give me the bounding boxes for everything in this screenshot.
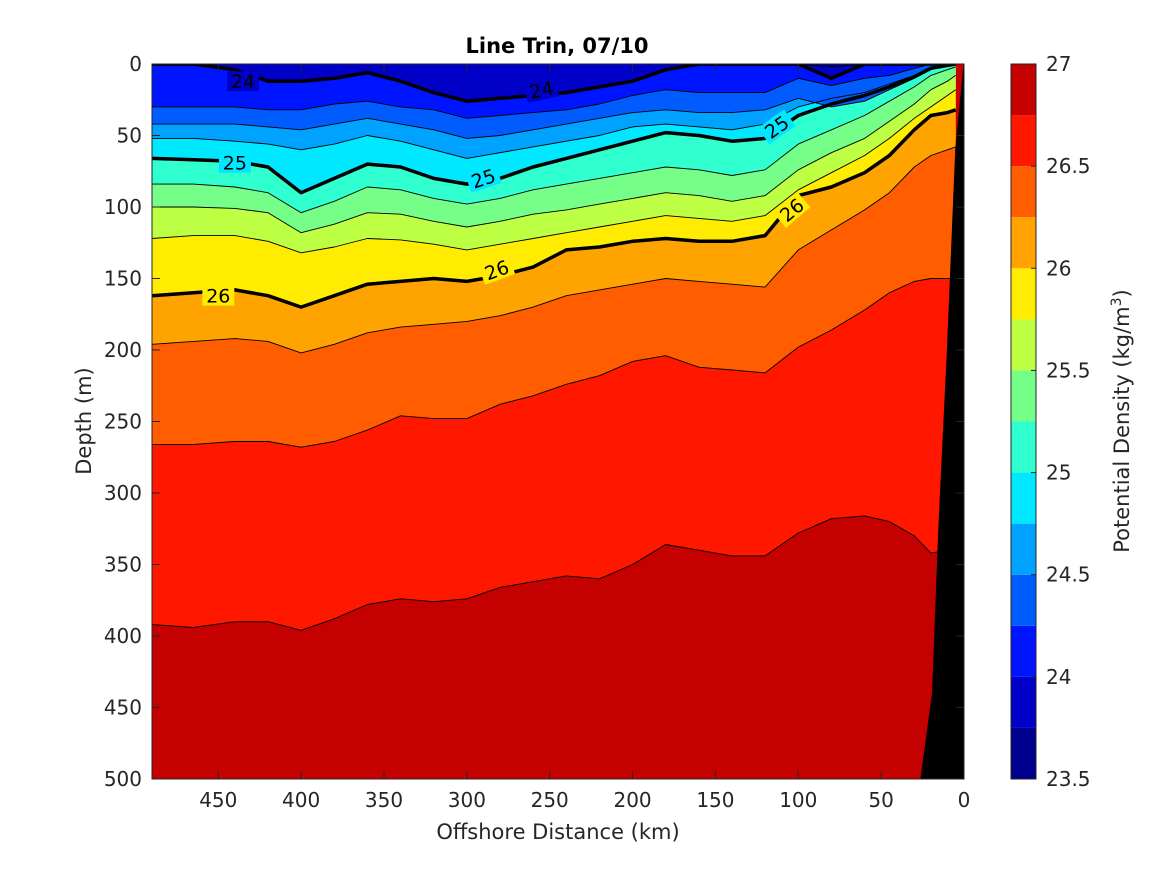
contour-label-gap bbox=[523, 76, 560, 103]
y-tick-label: 500 bbox=[104, 767, 142, 791]
colorbar-tick-label: 26.5 bbox=[1046, 154, 1091, 178]
colorbar-tick-label: 23.5 bbox=[1046, 767, 1091, 791]
x-tick-label: 350 bbox=[365, 788, 403, 812]
colorbar-label-close: ) bbox=[1110, 289, 1134, 297]
colorbar-segment-26.5-26.75 bbox=[1011, 115, 1036, 167]
isopycnal-24.5 bbox=[152, 64, 956, 139]
y-tick-label: 200 bbox=[104, 338, 142, 362]
x-tick-label: 400 bbox=[282, 788, 320, 812]
colorbar-tick-label: 27 bbox=[1046, 52, 1071, 76]
x-tick-label: 50 bbox=[868, 788, 893, 812]
contour-label-24-0: 24 bbox=[231, 71, 255, 93]
colorbar-segment-23.5-23.75 bbox=[1011, 727, 1036, 779]
y-tick-label: 350 bbox=[104, 553, 142, 577]
y-tick-label: 250 bbox=[104, 410, 142, 434]
y-tick-label: 100 bbox=[104, 195, 142, 219]
colorbar-segment-25-25.25 bbox=[1011, 421, 1036, 473]
isopycnal-25 bbox=[152, 64, 956, 195]
contour-label-24-1: 24 bbox=[527, 77, 555, 104]
contour-label-gap bbox=[227, 71, 260, 92]
colorbar-label-main: Potential Density (kg/m bbox=[1110, 306, 1134, 552]
y-axis-ticks: 0 50 100 150 200 250 300 350 400 450 500 bbox=[104, 52, 964, 791]
isopycnal-25.75 bbox=[152, 89, 956, 254]
isopycnal-25.25 bbox=[152, 66, 956, 214]
contour-label-gap bbox=[465, 163, 502, 193]
x-tick-label: 250 bbox=[531, 788, 569, 812]
isopycnal-26.75 bbox=[152, 515, 956, 631]
colorbar-label: Potential Density (kg/m3) bbox=[1109, 289, 1134, 553]
colorbar-segment-26-26.25 bbox=[1011, 217, 1036, 269]
y-tick-label: 50 bbox=[117, 124, 142, 148]
contour-label-gap bbox=[218, 152, 251, 173]
x-tick-label: 200 bbox=[613, 788, 651, 812]
x-axis-ticks: 450 400 350 300 250 200 150 100 50 0 bbox=[199, 64, 970, 812]
y-tick-label: 150 bbox=[104, 267, 142, 291]
colorbar bbox=[1011, 64, 1036, 779]
colorbar-segment-26.25-26.5 bbox=[1011, 166, 1036, 218]
colorbar-frame bbox=[1010, 63, 1037, 780]
contour-label-26-5: 26 bbox=[206, 286, 230, 308]
colorbar-segment-25.5-25.75 bbox=[1011, 319, 1036, 371]
colorbar-tick-label: 25 bbox=[1046, 461, 1071, 485]
contour-fills bbox=[152, 64, 964, 779]
colorbar-segment-24.25-24.5 bbox=[1011, 574, 1036, 626]
x-axis-label: Offshore Distance (km) bbox=[436, 820, 679, 844]
seafloor-bathymetry bbox=[920, 64, 964, 779]
isopycnal-26.5 bbox=[152, 278, 956, 448]
colorbar-segment-25.75-26 bbox=[1011, 268, 1036, 320]
y-tick-label: 450 bbox=[104, 696, 142, 720]
y-tick-label: 400 bbox=[104, 624, 142, 648]
contour-label-25-2: 25 bbox=[223, 153, 247, 175]
y-tick-label: 300 bbox=[104, 481, 142, 505]
y-axis-label: Depth (m) bbox=[72, 367, 96, 474]
isopycnal-24.75 bbox=[152, 64, 956, 159]
isopycnal-26.25 bbox=[152, 146, 956, 354]
chart-title: Line Trin, 07/10 bbox=[465, 34, 648, 58]
isopycnal-26 bbox=[152, 108, 957, 309]
colorbar-segment-25.25-25.5 bbox=[1011, 370, 1036, 422]
colorbar-segment-24.5-24.75 bbox=[1011, 523, 1036, 575]
isopycnal-25.5 bbox=[152, 75, 956, 234]
contour-label-text: 24 bbox=[231, 71, 255, 93]
colorbar-segment-24.75-25 bbox=[1011, 472, 1036, 524]
contour-label-gap bbox=[773, 191, 811, 228]
colorbar-label-superscript: 3 bbox=[1109, 297, 1125, 306]
x-tick-label: 150 bbox=[696, 788, 734, 812]
x-tick-label: 450 bbox=[199, 788, 237, 812]
colorbar-tick-label: 24 bbox=[1046, 665, 1071, 689]
isopycnal-24 bbox=[152, 64, 956, 103]
contour-lines bbox=[152, 64, 957, 631]
seafloor bbox=[920, 64, 964, 779]
contour-label-text: 25 bbox=[223, 153, 247, 175]
colorbar-segment-23.75-24 bbox=[1011, 676, 1036, 728]
contour-label-text: 24 bbox=[527, 77, 555, 104]
x-tick-label: 100 bbox=[779, 788, 817, 812]
colorbar-tick-label: 26 bbox=[1046, 256, 1071, 280]
isopycnal-24.25 bbox=[152, 64, 956, 119]
contour-label-text: 26 bbox=[206, 286, 230, 308]
x-tick-label: 0 bbox=[958, 788, 971, 812]
contour-label-gap bbox=[202, 285, 235, 306]
y-tick-label: 0 bbox=[129, 52, 142, 76]
x-tick-label: 300 bbox=[448, 788, 486, 812]
colorbar-tick-label: 24.5 bbox=[1046, 563, 1091, 587]
colorbar-segment-26.75-27 bbox=[1011, 64, 1036, 116]
contour-label-gap bbox=[478, 255, 516, 285]
colorbar-segment-24-24.25 bbox=[1011, 625, 1036, 677]
colorbar-tick-label: 25.5 bbox=[1046, 358, 1091, 382]
colorbar-ticks: 23.5 24 24.5 25 25.5 26 26.5 27 bbox=[1031, 52, 1091, 791]
contour-label-gap bbox=[757, 109, 796, 145]
